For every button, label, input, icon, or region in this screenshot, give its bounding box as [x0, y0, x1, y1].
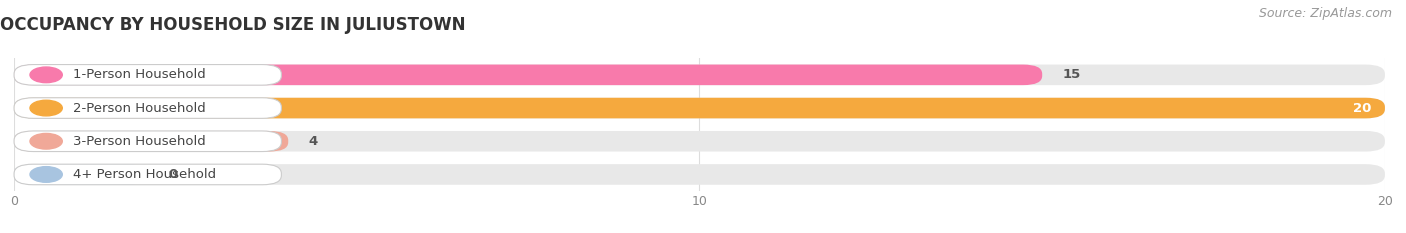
Text: 15: 15: [1063, 68, 1081, 81]
FancyBboxPatch shape: [14, 131, 288, 151]
FancyBboxPatch shape: [14, 164, 1385, 185]
Text: 4: 4: [309, 135, 318, 148]
FancyBboxPatch shape: [14, 98, 1385, 118]
Text: 1-Person Household: 1-Person Household: [73, 68, 205, 81]
Text: 4+ Person Household: 4+ Person Household: [73, 168, 217, 181]
Text: 20: 20: [1353, 102, 1371, 115]
Text: Source: ZipAtlas.com: Source: ZipAtlas.com: [1258, 7, 1392, 20]
FancyBboxPatch shape: [14, 131, 1385, 151]
Circle shape: [30, 134, 62, 149]
FancyBboxPatch shape: [14, 65, 1042, 85]
FancyBboxPatch shape: [14, 98, 1385, 118]
Text: 0: 0: [169, 168, 177, 181]
Circle shape: [30, 100, 62, 116]
Circle shape: [30, 167, 62, 182]
Circle shape: [30, 67, 62, 83]
FancyBboxPatch shape: [14, 65, 281, 85]
FancyBboxPatch shape: [14, 164, 281, 185]
FancyBboxPatch shape: [14, 98, 281, 118]
Text: OCCUPANCY BY HOUSEHOLD SIZE IN JULIUSTOWN: OCCUPANCY BY HOUSEHOLD SIZE IN JULIUSTOW…: [0, 16, 465, 34]
Text: 3-Person Household: 3-Person Household: [73, 135, 205, 148]
FancyBboxPatch shape: [14, 65, 1385, 85]
FancyBboxPatch shape: [14, 131, 281, 151]
Text: 2-Person Household: 2-Person Household: [73, 102, 205, 115]
FancyBboxPatch shape: [14, 164, 148, 185]
